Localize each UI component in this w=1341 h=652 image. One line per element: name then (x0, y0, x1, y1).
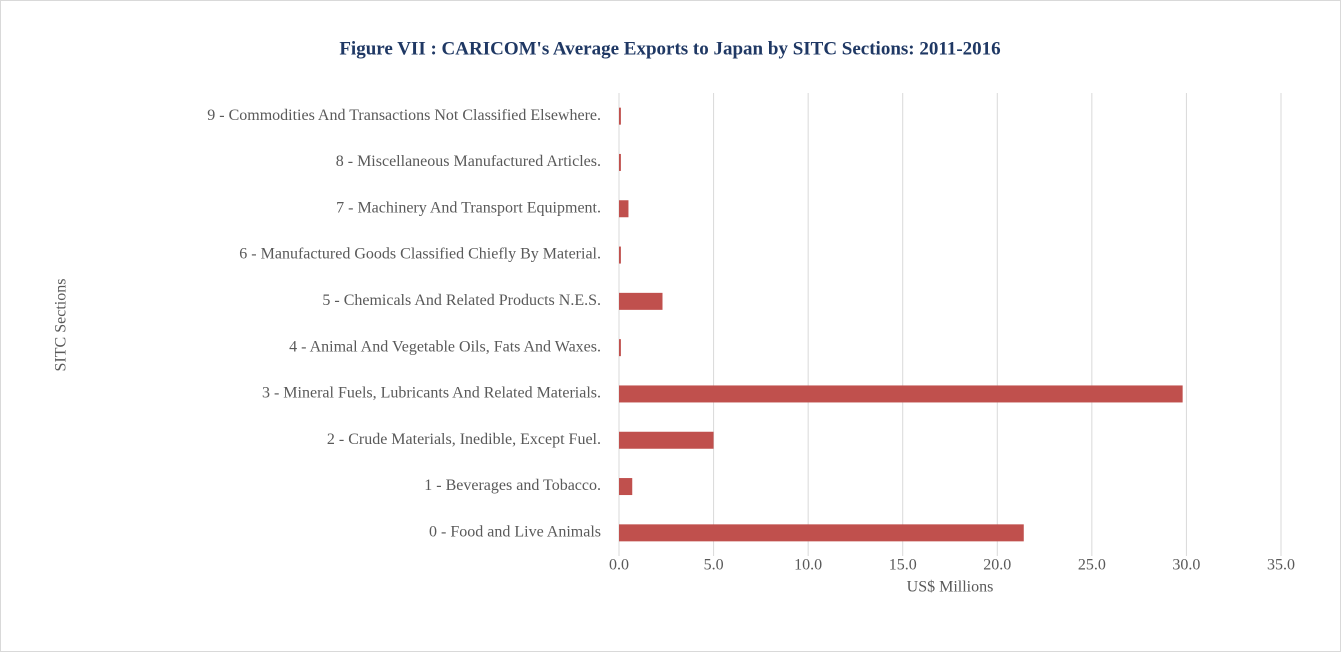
x-tick-label: 35.0 (1267, 557, 1295, 574)
x-tick-label: 15.0 (889, 557, 917, 574)
bar (619, 107, 621, 125)
bar (619, 339, 621, 357)
bar (619, 431, 714, 449)
x-tick-label: 30.0 (1172, 557, 1200, 574)
y-axis-title: SITC Sections (53, 279, 70, 372)
x-tick-label: 20.0 (983, 557, 1011, 574)
y-tick-label: 3 - Mineral Fuels, Lubricants And Relate… (262, 385, 601, 402)
bar (619, 153, 621, 171)
x-tick-label: 0.0 (609, 557, 629, 574)
bar (619, 524, 1024, 542)
bar (619, 292, 663, 310)
y-tick-label: 7 - Machinery And Transport Equipment. (336, 199, 601, 216)
y-tick-label: 8 - Miscellaneous Manufactured Articles. (336, 153, 601, 170)
y-tick-label: 1 - Beverages and Tobacco. (424, 477, 601, 494)
chart-title: Figure VII : CARICOM's Average Exports t… (339, 38, 1000, 59)
x-tick-label: 25.0 (1078, 557, 1106, 574)
bar (619, 385, 1183, 403)
x-tick-label: 10.0 (794, 557, 822, 574)
y-tick-label: 4 - Animal And Vegetable Oils, Fats And … (289, 338, 601, 355)
y-tick-label: 6 - Manufactured Goods Classified Chiefl… (239, 246, 601, 263)
bar (619, 246, 621, 264)
y-tick-label: 9 - Commodities And Transactions Not Cla… (207, 107, 601, 124)
y-tick-label: 5 - Chemicals And Related Products N.E.S… (322, 292, 601, 309)
bar (619, 478, 633, 496)
y-tick-label: 0 - Food and Live Animals (429, 524, 601, 541)
y-tick-label: 2 - Crude Materials, Inedible, Except Fu… (327, 431, 601, 448)
x-axis-title: US$ Millions (907, 579, 994, 596)
x-tick-label: 5.0 (704, 557, 724, 574)
bar (619, 200, 629, 218)
